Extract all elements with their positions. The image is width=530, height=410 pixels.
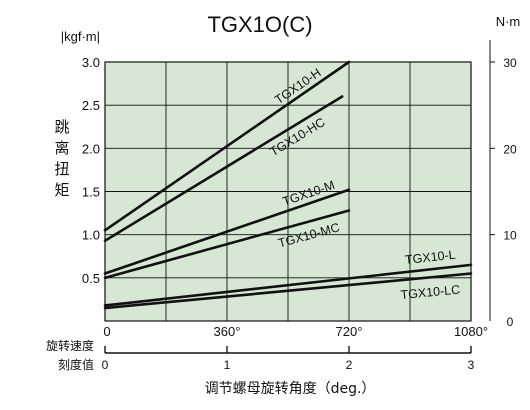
series-label-tgx10-l: TGX10-L bbox=[404, 248, 456, 268]
secondary-axis-ticks: 0 1 2 3 bbox=[102, 346, 475, 372]
chart-title: TGX1O(C) bbox=[207, 12, 312, 37]
y-tick-label-left: 2.0 bbox=[82, 141, 100, 156]
x-tick-label: 1080° bbox=[454, 324, 488, 339]
y-ticks-right: 10 20 30 0 bbox=[490, 56, 517, 329]
secondary-axis-tick-label: 3 bbox=[468, 358, 475, 372]
y-axis-label-char: 扭 bbox=[54, 160, 69, 178]
x-axis-label: 调节螺母旋转角度（deg.） bbox=[205, 381, 376, 397]
y-tick-label-left: 3.0 bbox=[82, 55, 100, 70]
left-unit-label: |kgf·m| bbox=[61, 29, 100, 44]
y-tick-label-left: 2.5 bbox=[82, 98, 100, 113]
y-ticks-left: 0.5 1.0 1.5 2.0 2.5 3.0 bbox=[82, 55, 100, 286]
series-line-tgx10-lc bbox=[103, 272, 473, 310]
series-line-tgx10-hc bbox=[103, 95, 344, 243]
y-axis-label-char: 离 bbox=[54, 139, 69, 157]
x-tick-label: 360° bbox=[214, 324, 241, 339]
secondary-axis-label-line1: 旋转速度 bbox=[46, 338, 94, 353]
y-axis-label-char: 跳 bbox=[54, 118, 69, 136]
y-tick-label-left: 1.0 bbox=[82, 228, 100, 243]
y-tick-label-left: 1.5 bbox=[82, 185, 100, 200]
series-line-tgx10-mc bbox=[103, 209, 351, 280]
series-line-tgx10-m bbox=[103, 188, 351, 275]
x-tick-label: 720° bbox=[336, 324, 363, 339]
x-ticks: 0 360° 720° 1080° bbox=[103, 324, 488, 339]
right-unit-label: N·m bbox=[496, 14, 521, 29]
series-line-tgx10-h bbox=[103, 60, 351, 232]
y-tick-label-right: 0 bbox=[507, 315, 514, 329]
x-tick-label: 0 bbox=[103, 324, 110, 339]
y-tick-label-right: 20 bbox=[503, 142, 517, 156]
series-label-tgx10-lc: TGX10-LC bbox=[400, 283, 461, 303]
y-tick-label-right: 30 bbox=[503, 56, 517, 70]
y-axis-label-char: 矩 bbox=[54, 181, 69, 199]
secondary-axis-tick-label: 0 bbox=[102, 358, 109, 372]
y-axis-label: 跳离扭矩 bbox=[54, 118, 69, 199]
secondary-axis-label-line2: 刻度值 bbox=[58, 357, 94, 372]
series-line-tgx10-l bbox=[103, 263, 473, 307]
secondary-axis-tick-label: 2 bbox=[346, 358, 353, 372]
secondary-axis-tick-label: 1 bbox=[224, 358, 231, 372]
plot-frame bbox=[104, 61, 472, 322]
y-tick-label-left: 0.5 bbox=[82, 271, 100, 286]
y-tick-label-right: 10 bbox=[503, 229, 517, 243]
